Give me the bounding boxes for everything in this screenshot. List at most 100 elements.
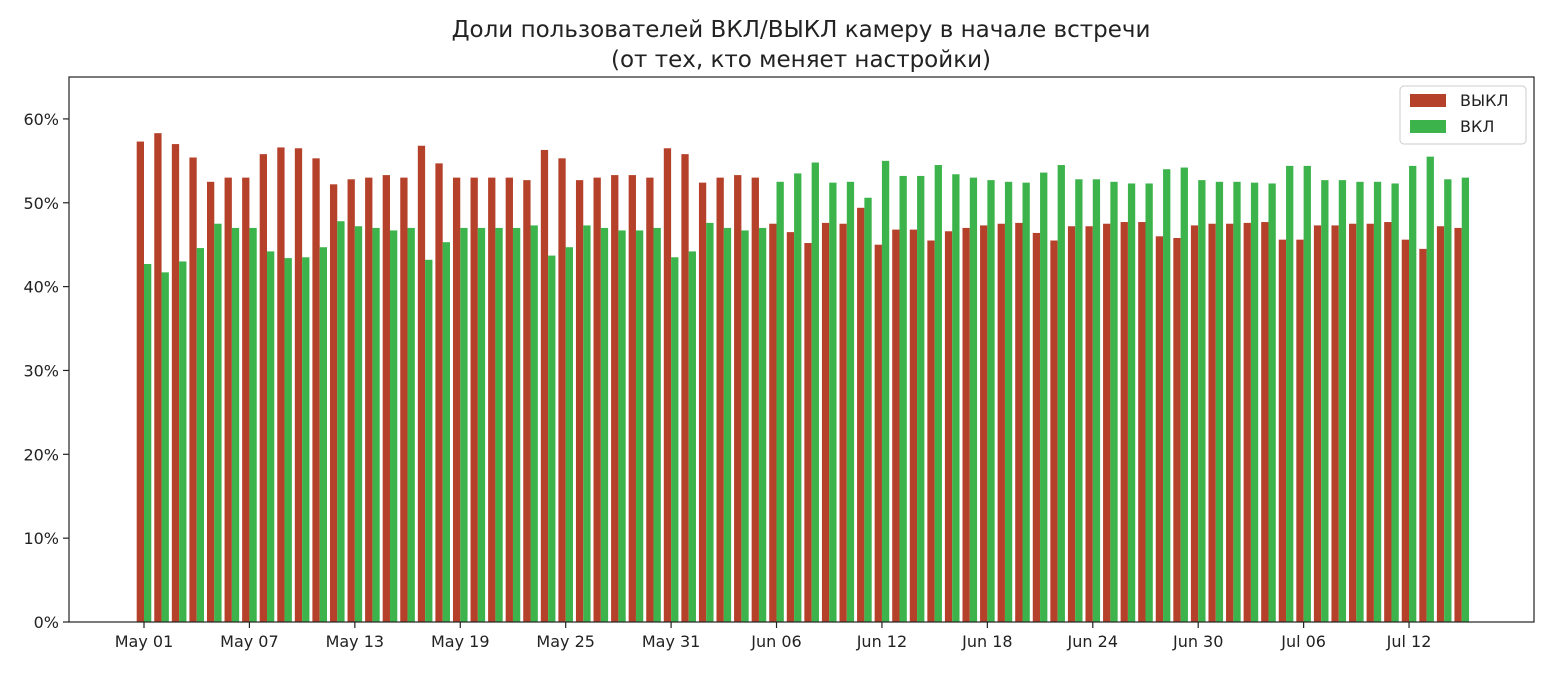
bar-on <box>231 227 240 623</box>
bar-off <box>189 157 197 623</box>
bar-on <box>917 175 925 622</box>
bar-on <box>1356 181 1364 622</box>
bar-off <box>1050 240 1058 622</box>
bar-on <box>266 251 275 622</box>
bar-off <box>716 177 724 622</box>
bar-off <box>312 158 320 622</box>
legend: ВЫКЛ ВКЛ <box>1399 85 1527 145</box>
bar-off <box>294 148 303 622</box>
bar-on <box>934 165 942 623</box>
bar-on <box>846 181 855 622</box>
bar-on <box>758 227 767 623</box>
plot-frame <box>68 76 1535 623</box>
bar-off <box>435 163 443 623</box>
bar-on <box>548 255 556 622</box>
bar-on <box>635 230 644 622</box>
bar-on <box>1444 179 1452 623</box>
bar-off <box>347 179 355 623</box>
bar-off <box>1419 248 1427 622</box>
bar-off <box>1015 222 1023 622</box>
bar-off <box>417 145 426 622</box>
y-tick-label: 60% <box>23 110 59 129</box>
bar-off <box>751 177 759 622</box>
bar-off <box>681 154 689 622</box>
bar-on <box>1163 169 1171 623</box>
x-tick-label: Jun 30 <box>1172 632 1223 651</box>
bar-on <box>1127 183 1136 623</box>
bar-on <box>1321 180 1329 622</box>
bar-on <box>1198 180 1206 622</box>
y-tick-label: 30% <box>23 361 59 380</box>
bar-on <box>1180 167 1188 623</box>
bar-off <box>962 227 970 623</box>
bar-on <box>1373 181 1382 622</box>
bar-off <box>1226 223 1234 623</box>
bar-on <box>1022 182 1030 622</box>
bar-on <box>1338 180 1347 622</box>
bar-off <box>1173 237 1181 623</box>
bar-on <box>302 257 310 622</box>
bar-on <box>1250 182 1259 622</box>
legend-swatch-off <box>1410 94 1446 107</box>
x-tick-label: Jul 12 <box>1386 632 1432 651</box>
bar-off <box>997 223 1005 623</box>
x-tick-label: Jun 18 <box>961 632 1012 651</box>
bar-on <box>1233 181 1241 622</box>
x-tick-label: May 31 <box>642 632 701 651</box>
bar-off <box>1313 225 1322 622</box>
bar-on <box>776 181 784 622</box>
bar-off <box>874 244 882 622</box>
bar-off <box>927 240 935 622</box>
bar-off <box>242 177 250 622</box>
bar-off <box>558 158 566 622</box>
bar-off <box>365 177 373 622</box>
bar-on <box>1268 183 1276 623</box>
bar-on <box>407 227 415 623</box>
bar-off <box>804 243 812 622</box>
legend-swatch-on <box>1410 120 1446 133</box>
bar-on <box>196 248 205 623</box>
bar-on <box>319 247 327 622</box>
y-tick-label: 50% <box>23 194 59 213</box>
bar-on <box>723 227 732 623</box>
bar-on <box>372 227 380 623</box>
x-tick-label: May 19 <box>431 632 490 651</box>
bar-on <box>1391 183 1399 623</box>
bar-off <box>1331 225 1339 622</box>
bar-off <box>1032 232 1041 622</box>
bar-off <box>136 141 144 622</box>
bar-on <box>354 226 363 622</box>
bar-on <box>389 230 398 622</box>
bar-off <box>909 229 918 622</box>
bar-off <box>505 177 513 622</box>
bar-on <box>565 247 573 622</box>
bar-on <box>512 227 521 623</box>
bar-on <box>1409 165 1417 622</box>
x-tick-label: May 13 <box>326 632 385 651</box>
bar-on <box>952 174 960 622</box>
bar-on <box>987 180 995 622</box>
bar-on <box>829 182 837 622</box>
bar-on <box>442 242 450 622</box>
bar-off <box>821 222 830 622</box>
bar-off <box>1067 226 1076 622</box>
bar-on <box>1057 165 1065 623</box>
bar-on <box>161 272 169 622</box>
bar-on <box>1286 165 1294 622</box>
bar-on <box>899 175 907 622</box>
bar-off <box>1366 223 1374 623</box>
bar-off <box>1085 226 1093 622</box>
bar-off <box>611 175 619 622</box>
bar-off <box>224 177 232 622</box>
bar-on <box>618 230 626 622</box>
bar-off <box>1190 225 1199 622</box>
bar-on <box>530 225 538 622</box>
bar-on <box>477 227 486 623</box>
y-tick-label: 20% <box>23 445 59 464</box>
bar-off <box>944 231 953 622</box>
bar-off <box>593 177 601 622</box>
chart-title: Доли пользователей ВКЛ/ВЫКЛ камеру в нач… <box>452 17 1151 43</box>
bar-off <box>277 147 285 622</box>
bar-off <box>540 149 549 622</box>
